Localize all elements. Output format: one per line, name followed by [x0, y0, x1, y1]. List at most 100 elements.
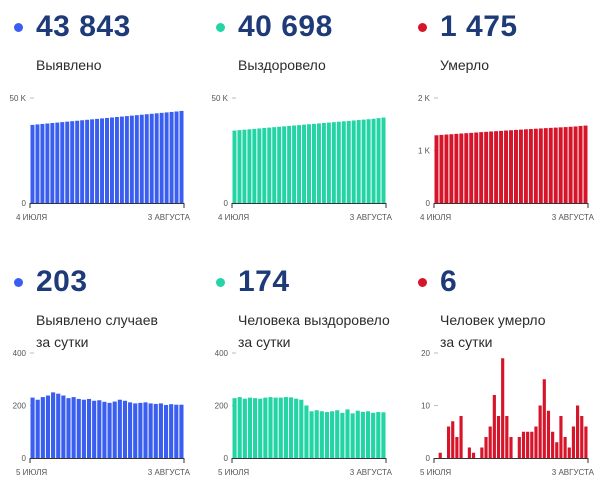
bar [563, 437, 567, 458]
bar [467, 447, 471, 458]
bar [247, 129, 252, 203]
bar [252, 128, 257, 203]
bar [439, 134, 444, 203]
bar [543, 128, 548, 203]
chart-deaths-total: 0 1 K 2 K 4 ИЮЛЯ 3 АВГУСТА [418, 94, 595, 222]
bar [584, 426, 588, 458]
bar [518, 129, 523, 203]
chart-recovered-total: 0 50 K 4 ИЮЛЯ 3 АВГУСТА [212, 94, 393, 222]
bar [307, 124, 311, 203]
red-dot-icon [418, 277, 427, 287]
bar [174, 404, 179, 458]
y-tick-label: 400 [13, 349, 27, 358]
bar [277, 126, 282, 203]
bar [40, 123, 45, 203]
bar [530, 431, 534, 458]
bar [129, 115, 134, 203]
bar [509, 130, 513, 203]
y-tick-label: 1 K [418, 147, 431, 156]
bar [365, 411, 371, 458]
bar [299, 399, 304, 458]
bar [346, 120, 351, 203]
bar [578, 125, 583, 203]
bar [272, 127, 277, 203]
bar [341, 121, 346, 203]
bar [114, 117, 119, 203]
stat-number: 1 475 [440, 10, 518, 43]
bar [119, 116, 124, 203]
x-end-label: 3 АВГУСТА [552, 213, 595, 222]
chart-recovered-daily: 0 200 400 5 ИЮЛЯ 3 АВГУСТА [215, 349, 393, 477]
bar [169, 111, 174, 203]
bar [55, 122, 60, 203]
bar [56, 393, 61, 458]
bar [70, 121, 75, 203]
stat-header: 6 [418, 265, 457, 299]
bar [267, 127, 272, 203]
bar [102, 401, 107, 458]
bar [517, 437, 521, 458]
bar [563, 127, 568, 203]
stat-number: 174 [238, 265, 290, 298]
y-tick-label: 50 K [212, 94, 229, 103]
bar [288, 397, 294, 458]
bar [51, 392, 56, 458]
stat-label: Умерло [440, 57, 490, 73]
stat-number: 6 [440, 265, 458, 298]
bar [345, 409, 350, 458]
bar [568, 126, 573, 203]
bar [268, 397, 273, 458]
bar [551, 431, 555, 458]
bar [304, 405, 309, 458]
bar [66, 398, 71, 458]
bar [164, 112, 169, 203]
y-tick-label: 0 [22, 199, 27, 208]
stat-header: 43 843 [14, 10, 131, 44]
bar [71, 397, 76, 458]
y-tick-label: 50 K [10, 94, 27, 103]
bar [80, 120, 85, 203]
stat-header: 174 [216, 265, 290, 299]
bar [444, 134, 449, 203]
bar [76, 398, 81, 458]
bar [438, 452, 442, 458]
bar [263, 397, 268, 458]
stat-number: 40 698 [238, 10, 333, 43]
bar [242, 398, 247, 458]
bar [494, 131, 499, 203]
bar [434, 135, 439, 203]
bar [567, 447, 571, 458]
bar [451, 421, 455, 458]
x-start-label: 4 ИЮЛЯ [218, 213, 249, 222]
bar [242, 129, 247, 203]
x-start-label: 4 ИЮЛЯ [420, 213, 451, 222]
bar [509, 437, 513, 458]
x-end-label: 3 АВГУСТА [552, 468, 595, 477]
x-start-label: 4 ИЮЛЯ [16, 213, 47, 222]
bar [45, 123, 50, 203]
bar [356, 120, 361, 203]
bar [583, 125, 588, 203]
stat-label: Человек умерло за сутки [440, 312, 546, 350]
bar [179, 404, 184, 458]
bar [86, 398, 92, 458]
bar [148, 403, 153, 458]
bar [232, 398, 237, 458]
stat-label: Выявлено [36, 57, 102, 73]
bar [538, 405, 542, 458]
bar [153, 403, 158, 458]
bar [133, 403, 138, 458]
bar [459, 133, 464, 203]
bar [350, 413, 355, 458]
bar [321, 122, 326, 203]
panel-recovered-total: 40 698 Выздоровело 0 50 K 4 ИЮЛЯ 3 АВГУСТА [208, 0, 403, 240]
bar [553, 127, 558, 203]
x-end-label: 3 АВГУСТА [350, 468, 393, 477]
bar [571, 426, 576, 458]
bar [474, 132, 479, 203]
bar [163, 404, 169, 458]
bar [311, 123, 316, 203]
bar [292, 125, 297, 203]
bar [528, 129, 533, 203]
bar [513, 129, 518, 203]
